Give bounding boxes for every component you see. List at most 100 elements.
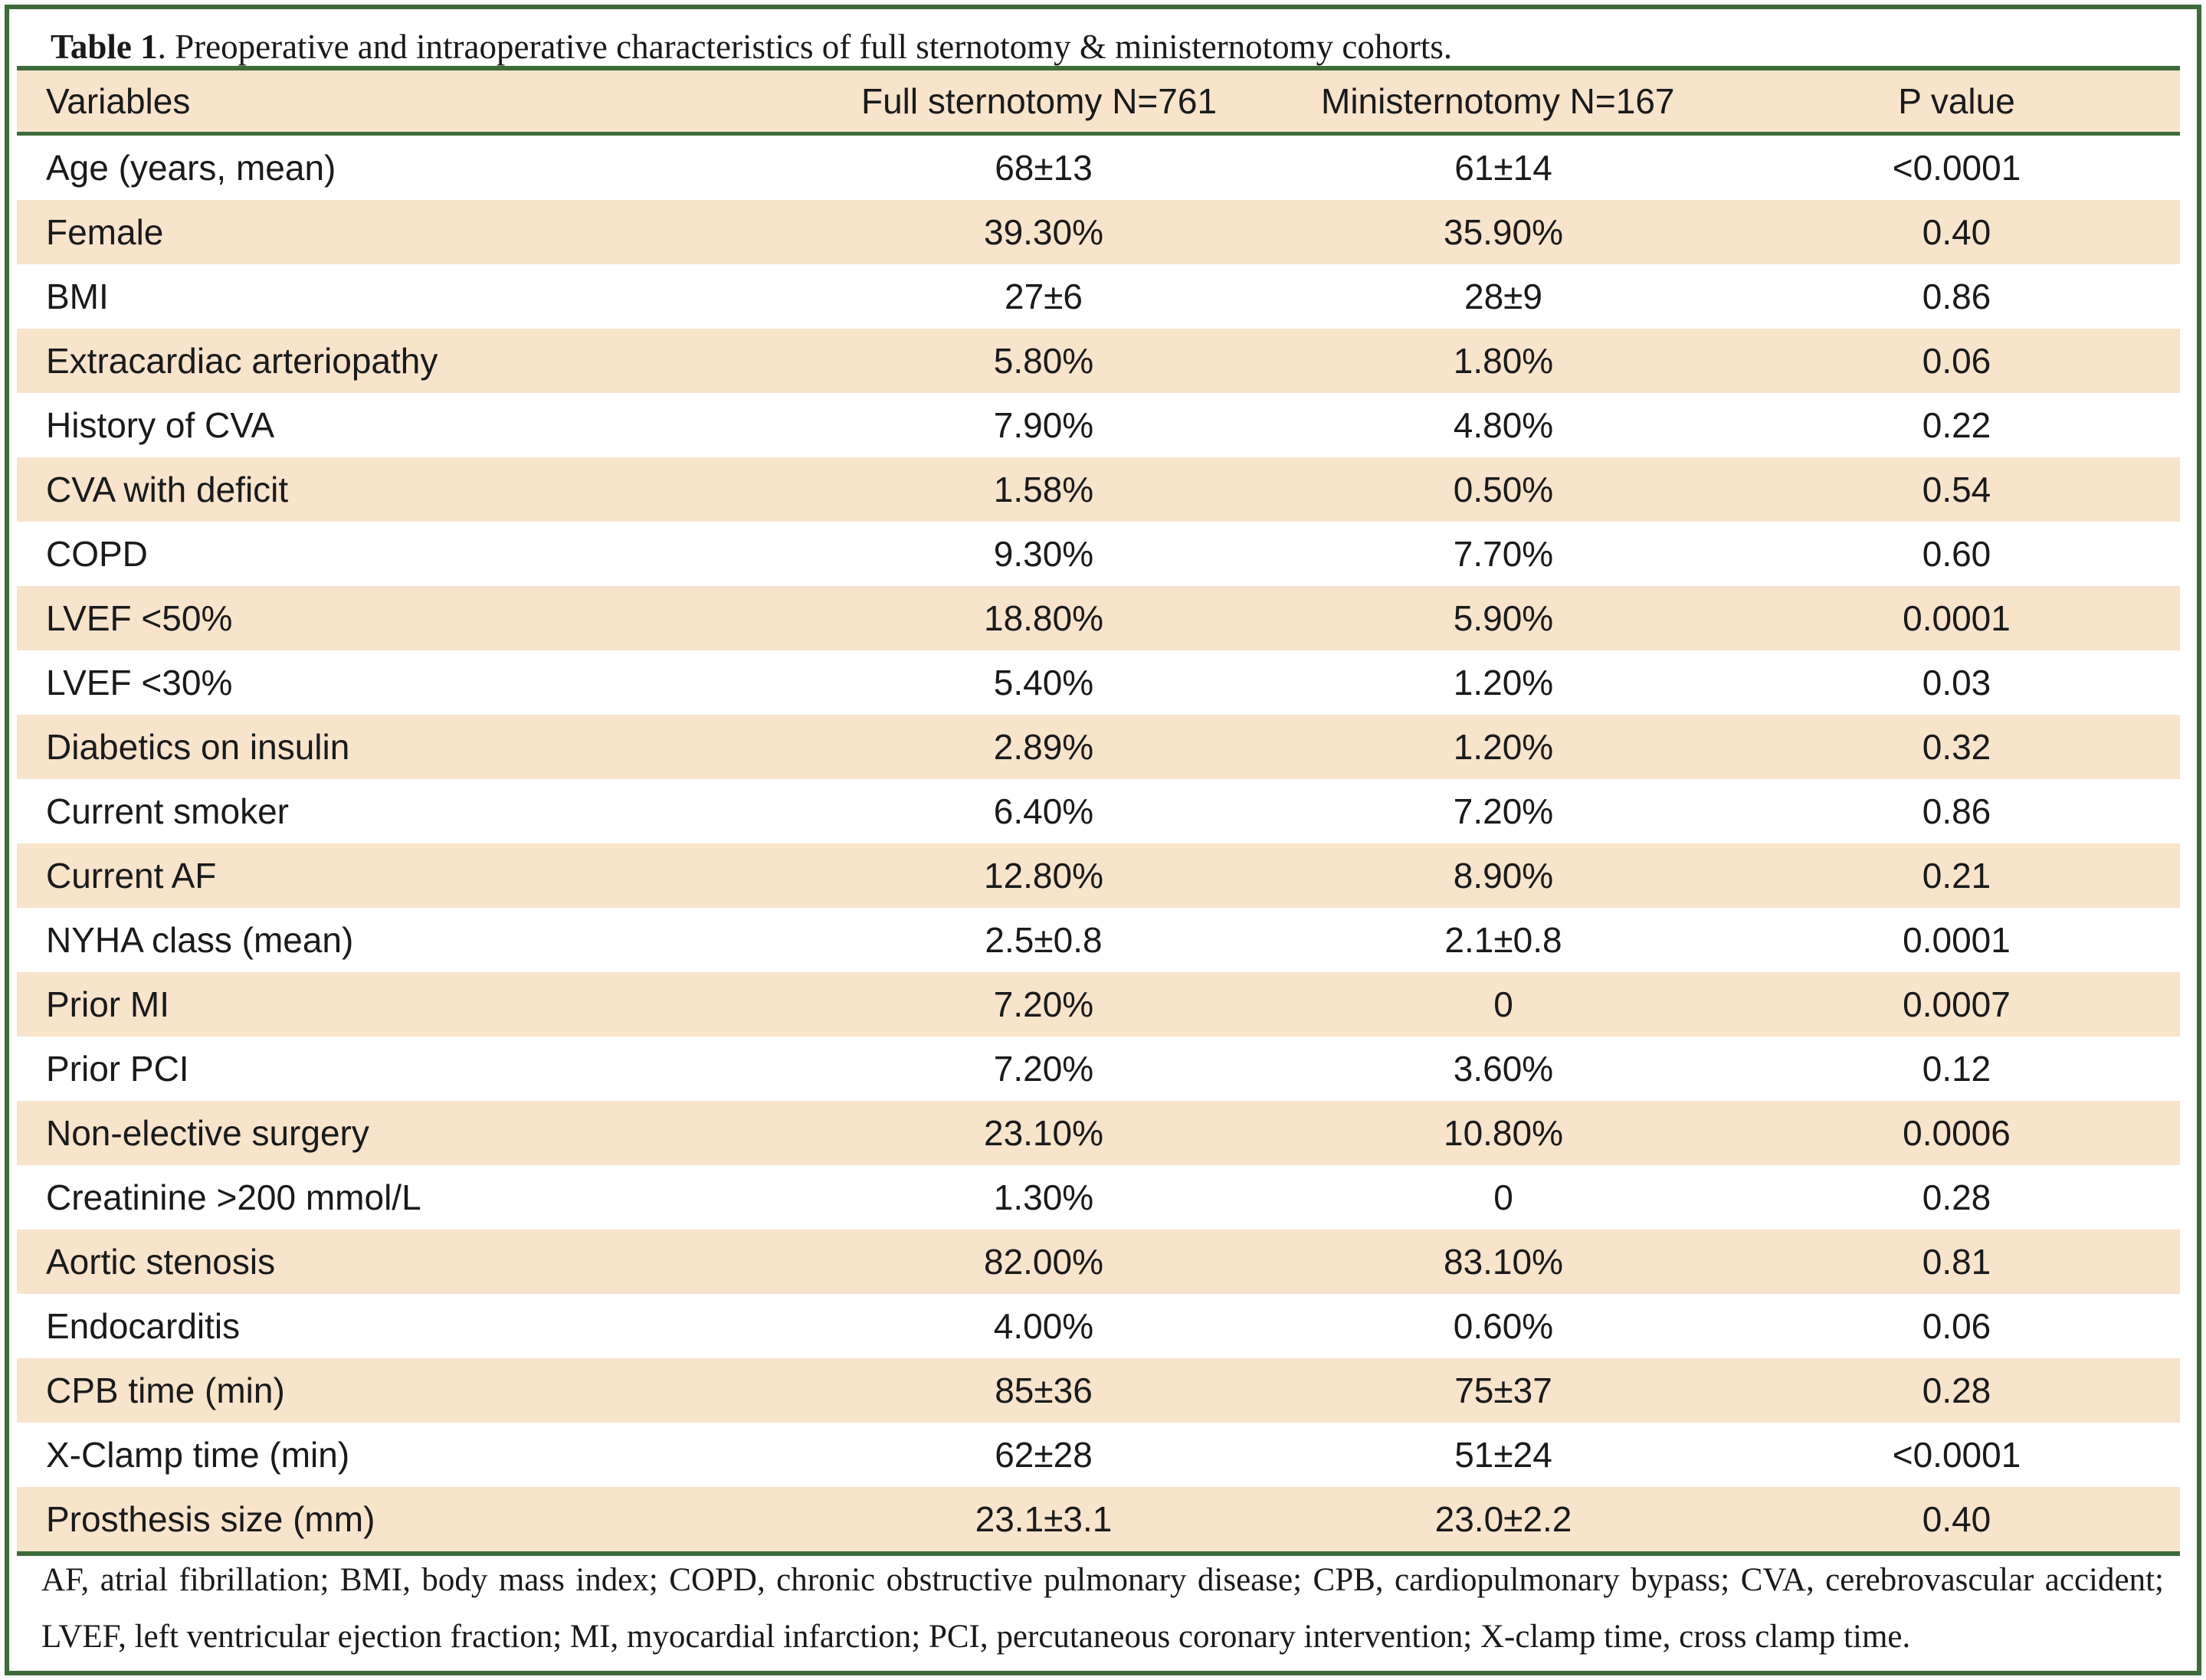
cell-p-value: 0.40 (1922, 212, 1991, 252)
table-row: Creatinine >200 mmol/L 1.30% 0 0.28 (17, 1165, 2180, 1230)
cell-variable: Extracardiac arteriopathy (46, 341, 438, 381)
cell-full-sternotomy: 2.5±0.8 (985, 920, 1103, 960)
cell-p-value: 0.0006 (1903, 1113, 2011, 1153)
cell-variable: LVEF <50% (46, 598, 233, 638)
cell-variable: Female (46, 212, 164, 252)
cell-full-sternotomy: 39.30% (983, 212, 1103, 252)
caption-text: . Preoperative and intraoperative charac… (157, 28, 1453, 66)
cell-ministernotomy: 10.80% (1443, 1113, 1563, 1153)
cell-ministernotomy: 3.60% (1453, 1049, 1554, 1089)
cell-p-value: 0.32 (1922, 727, 1991, 767)
cell-variable: COPD (46, 534, 148, 574)
cell-variable: Prior PCI (46, 1049, 189, 1089)
cell-ministernotomy: 8.90% (1453, 856, 1554, 896)
cell-variable: Current smoker (46, 791, 289, 831)
table-row: CPB time (min) 85±36 75±37 0.28 (17, 1358, 2180, 1423)
cell-ministernotomy: 1.20% (1453, 663, 1554, 702)
cell-variable: BMI (46, 277, 109, 316)
table-row: Age (years, mean) 68±13 61±14 <0.0001 (17, 136, 2180, 200)
cell-p-value: 0.0007 (1903, 984, 2011, 1024)
cell-p-value: 0.54 (1922, 470, 1991, 509)
cell-variable: History of CVA (46, 405, 275, 445)
cell-variable: Aortic stenosis (46, 1242, 276, 1282)
table-body: Age (years, mean) 68±13 61±14 <0.0001 Female… (17, 136, 2180, 1551)
cell-full-sternotomy: 4.00% (993, 1306, 1094, 1346)
cell-ministernotomy: 7.20% (1453, 791, 1554, 831)
cell-p-value: 0.0001 (1903, 920, 2011, 960)
cell-p-value: 0.86 (1922, 791, 1991, 831)
table-row: Prior MI 7.20% 0 0.0007 (17, 972, 2180, 1036)
cell-variable: Prior MI (46, 984, 169, 1024)
table-row: Current smoker 6.40% 7.20% 0.86 (17, 779, 2180, 843)
table-row: NYHA class (mean) 2.5±0.8 2.1±0.8 0.0001 (17, 908, 2180, 972)
cell-p-value: 0.81 (1922, 1242, 1991, 1282)
cell-full-sternotomy: 1.58% (993, 470, 1094, 509)
cell-full-sternotomy: 9.30% (993, 534, 1094, 574)
table-row: Diabetics on insulin 2.89% 1.20% 0.32 (17, 715, 2180, 779)
table-row: BMI 27±6 28±9 0.86 (17, 264, 2180, 329)
cell-variable: CPB time (min) (46, 1371, 285, 1410)
table-top-rule (17, 66, 2180, 70)
cell-variable: LVEF <30% (46, 663, 233, 702)
cell-ministernotomy: 28±9 (1464, 277, 1542, 316)
table-row: Aortic stenosis 82.00% 83.10% 0.81 (17, 1230, 2180, 1294)
cell-ministernotomy: 83.10% (1443, 1242, 1563, 1282)
cell-p-value: 0.86 (1922, 277, 1991, 316)
cell-variable: Diabetics on insulin (46, 727, 350, 767)
data-table: Variables Full sternotomy N=761 Minister… (17, 66, 2180, 1556)
cell-ministernotomy: 61±14 (1454, 148, 1552, 188)
cell-full-sternotomy: 7.20% (993, 984, 1094, 1024)
cell-ministernotomy: 51±24 (1454, 1435, 1552, 1475)
table-row: Prior PCI 7.20% 3.60% 0.12 (17, 1036, 2180, 1101)
cell-variable: CVA with deficit (46, 470, 289, 509)
table-row: Extracardiac arteriopathy 5.80% 1.80% 0.06 (17, 329, 2180, 393)
cell-p-value: 0.0001 (1903, 598, 2011, 638)
cell-full-sternotomy: 18.80% (983, 598, 1103, 638)
cell-p-value: 0.28 (1922, 1371, 1991, 1410)
cell-p-value: 0.03 (1922, 663, 1991, 702)
cell-ministernotomy: 75±37 (1454, 1371, 1552, 1410)
cell-ministernotomy: 5.90% (1453, 598, 1554, 638)
cell-ministernotomy: 0.50% (1453, 470, 1554, 509)
cell-p-value: <0.0001 (1892, 1435, 2021, 1475)
table-header-row: Variables Full sternotomy N=761 Minister… (17, 70, 2180, 132)
cell-p-value: 0.60 (1922, 534, 1991, 574)
cell-variable: Creatinine >200 mmol/L (46, 1177, 421, 1217)
table-footnote: AF, atrial fibrillation; BMI, body mass … (41, 1562, 2164, 1655)
cell-p-value: 0.12 (1922, 1049, 1991, 1089)
cell-full-sternotomy: 23.1±3.1 (975, 1499, 1113, 1539)
cell-full-sternotomy: 6.40% (993, 791, 1094, 831)
header-ministernotomy: Ministernotomy N=167 (1321, 81, 1675, 121)
table-row: LVEF <50% 18.80% 5.90% 0.0001 (17, 586, 2180, 650)
caption-label: Table 1 (51, 28, 158, 66)
header-p-value: P value (1898, 81, 2015, 121)
cell-full-sternotomy: 1.30% (993, 1177, 1094, 1217)
table-row: Female 39.30% 35.90% 0.40 (17, 200, 2180, 264)
cell-variable: Current AF (46, 856, 217, 896)
cell-ministernotomy: 1.20% (1453, 727, 1554, 767)
table-row: LVEF <30% 5.40% 1.20% 0.03 (17, 650, 2180, 715)
table-bottom-rule (17, 1551, 2180, 1556)
cell-p-value: 0.40 (1922, 1499, 1991, 1539)
cell-full-sternotomy: 85±36 (995, 1371, 1093, 1410)
cell-full-sternotomy: 62±28 (995, 1435, 1093, 1475)
cell-ministernotomy: 35.90% (1443, 212, 1563, 252)
cell-p-value: 0.06 (1922, 1306, 1991, 1346)
cell-full-sternotomy: 5.40% (993, 663, 1094, 702)
cell-full-sternotomy: 7.20% (993, 1049, 1094, 1089)
table-row: COPD 9.30% 7.70% 0.60 (17, 522, 2180, 586)
cell-full-sternotomy: 27±6 (1005, 277, 1083, 316)
table-row: History of CVA 7.90% 4.80% 0.22 (17, 393, 2180, 457)
header-variables: Variables (46, 81, 191, 121)
table-row: X-Clamp time (min) 62±28 51±24 <0.0001 (17, 1423, 2180, 1487)
cell-ministernotomy: 0.60% (1453, 1306, 1554, 1346)
cell-variable: NYHA class (mean) (46, 920, 354, 960)
cell-full-sternotomy: 2.89% (993, 727, 1094, 767)
cell-variable: Age (years, mean) (46, 148, 336, 188)
cell-full-sternotomy: 7.90% (993, 405, 1094, 445)
cell-ministernotomy: 23.0±2.2 (1434, 1499, 1572, 1539)
cell-p-value: 0.28 (1922, 1177, 1991, 1217)
header-full-sternotomy: Full sternotomy N=761 (861, 81, 1218, 121)
cell-full-sternotomy: 68±13 (995, 148, 1093, 188)
cell-ministernotomy: 7.70% (1453, 534, 1554, 574)
